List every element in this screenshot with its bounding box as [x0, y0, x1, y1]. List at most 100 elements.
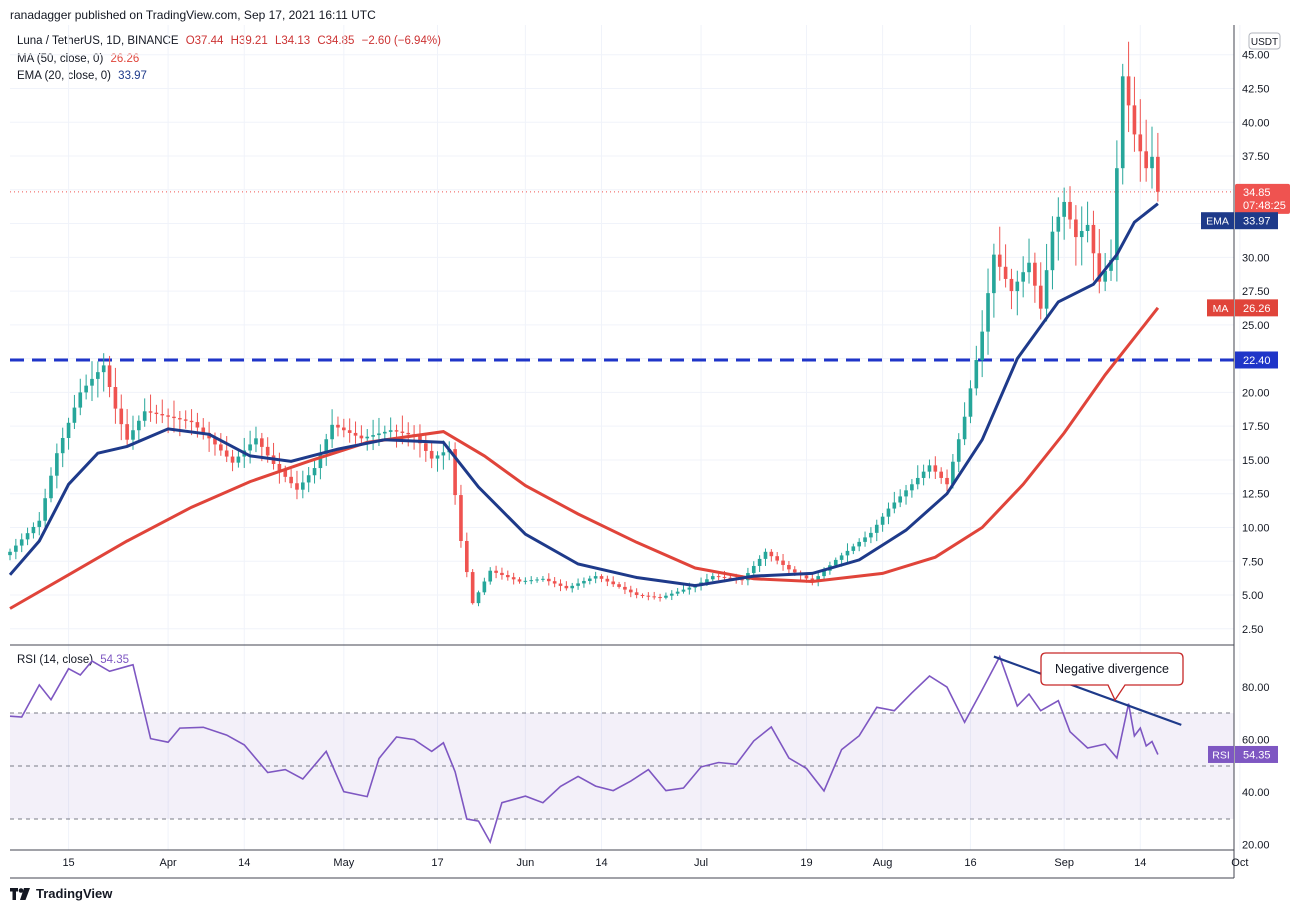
candle-body[interactable]	[541, 578, 545, 580]
candle-body[interactable]	[845, 550, 850, 556]
candle-body[interactable]	[945, 477, 949, 485]
candle-body[interactable]	[488, 570, 493, 582]
candle-body[interactable]	[248, 444, 252, 451]
candle-body[interactable]	[1132, 105, 1137, 135]
candle-body[interactable]	[535, 579, 539, 581]
candle-body[interactable]	[277, 463, 282, 471]
candle-body[interactable]	[740, 579, 744, 581]
candle-body[interactable]	[131, 430, 135, 440]
candle-body[interactable]	[646, 595, 651, 597]
candle-body[interactable]	[406, 432, 411, 435]
candle-body[interactable]	[716, 576, 721, 578]
candle-body[interactable]	[576, 583, 580, 586]
candle-body[interactable]	[453, 449, 457, 496]
candle-body[interactable]	[295, 483, 299, 490]
candle-body[interactable]	[874, 524, 879, 533]
candle-body[interactable]	[582, 580, 586, 584]
candle-body[interactable]	[101, 365, 106, 373]
candle-body[interactable]	[1144, 151, 1148, 169]
candle-body[interactable]	[459, 495, 463, 541]
candle-body[interactable]	[593, 576, 598, 579]
candle-body[interactable]	[365, 436, 370, 439]
candle-body[interactable]	[1120, 76, 1125, 169]
candle-body[interactable]	[429, 450, 434, 459]
candle-body[interactable]	[611, 581, 616, 585]
candle-body[interactable]	[435, 455, 440, 459]
candle-body[interactable]	[880, 516, 885, 525]
candle-body[interactable]	[330, 424, 334, 440]
candle-body[interactable]	[172, 416, 176, 419]
candle-body[interactable]	[617, 584, 621, 587]
candle-body[interactable]	[14, 545, 18, 552]
candle-body[interactable]	[154, 412, 159, 415]
candle-body[interactable]	[851, 546, 856, 551]
candle-body[interactable]	[289, 476, 293, 484]
candle-body[interactable]	[962, 416, 967, 440]
candle-body[interactable]	[441, 452, 446, 456]
candle-body[interactable]	[1074, 219, 1078, 238]
candle-body[interactable]	[1033, 262, 1037, 286]
candle-body[interactable]	[792, 569, 797, 573]
candle-body[interactable]	[1103, 270, 1107, 282]
candle-body[interactable]	[664, 595, 668, 598]
candle-body[interactable]	[476, 592, 481, 604]
candle-body[interactable]	[804, 575, 809, 579]
candle-body[interactable]	[687, 587, 692, 590]
candle-body[interactable]	[869, 532, 873, 538]
candle-body[interactable]	[915, 477, 920, 485]
candle-body[interactable]	[1038, 285, 1043, 309]
candle-body[interactable]	[137, 420, 141, 431]
candle-body[interactable]	[892, 502, 897, 509]
candle-body[interactable]	[113, 387, 118, 409]
candle-body[interactable]	[605, 578, 610, 582]
candle-body[interactable]	[822, 570, 826, 577]
candle-body[interactable]	[974, 359, 979, 389]
candle-body[interactable]	[301, 482, 305, 490]
candle-body[interactable]	[564, 585, 569, 589]
candle-body[interactable]	[318, 453, 323, 469]
divergence-callout[interactable]: Negative divergence	[1040, 652, 1184, 702]
candle-body[interactable]	[388, 430, 393, 432]
candle-body[interactable]	[587, 578, 592, 581]
candle-body[interactable]	[178, 418, 182, 420]
candle-body[interactable]	[324, 439, 329, 454]
candle-body[interactable]	[19, 539, 24, 546]
candle-body[interactable]	[992, 254, 996, 294]
candle-body[interactable]	[1097, 253, 1102, 282]
candle-body[interactable]	[857, 541, 862, 547]
candle-body[interactable]	[342, 427, 346, 431]
candle-body[interactable]	[652, 596, 657, 598]
candle-body[interactable]	[1056, 216, 1061, 232]
candle-body[interactable]	[482, 581, 487, 593]
candle-body[interactable]	[72, 407, 77, 423]
candle-body[interactable]	[336, 424, 340, 428]
candle-body[interactable]	[1021, 272, 1025, 282]
candle-body[interactable]	[494, 570, 498, 573]
candle-body[interactable]	[956, 439, 961, 462]
candle-body[interactable]	[669, 593, 674, 596]
candle-body[interactable]	[236, 456, 241, 463]
candle-body[interactable]	[927, 465, 932, 472]
candle-body[interactable]	[1062, 201, 1066, 217]
candle-body[interactable]	[470, 572, 475, 604]
candle-body[interactable]	[418, 435, 422, 444]
candle-body[interactable]	[775, 556, 780, 561]
candle-body[interactable]	[213, 438, 217, 445]
candle-body[interactable]	[523, 580, 528, 582]
candle-body[interactable]	[681, 589, 686, 592]
candle-body[interactable]	[142, 411, 147, 421]
candle-body[interactable]	[160, 414, 165, 416]
candle-body[interactable]	[634, 592, 639, 596]
candle-body[interactable]	[359, 435, 364, 439]
candle-body[interactable]	[31, 526, 36, 534]
candle-body[interactable]	[787, 564, 791, 570]
candle-body[interactable]	[933, 465, 938, 472]
candle-body[interactable]	[1027, 262, 1031, 273]
candle-body[interactable]	[951, 461, 955, 485]
candle-body[interactable]	[980, 331, 984, 360]
candle-body[interactable]	[8, 551, 12, 556]
candle-body[interactable]	[1044, 270, 1049, 309]
candle-body[interactable]	[1015, 281, 1020, 292]
candle-body[interactable]	[1150, 156, 1154, 169]
candle-body[interactable]	[377, 433, 381, 436]
